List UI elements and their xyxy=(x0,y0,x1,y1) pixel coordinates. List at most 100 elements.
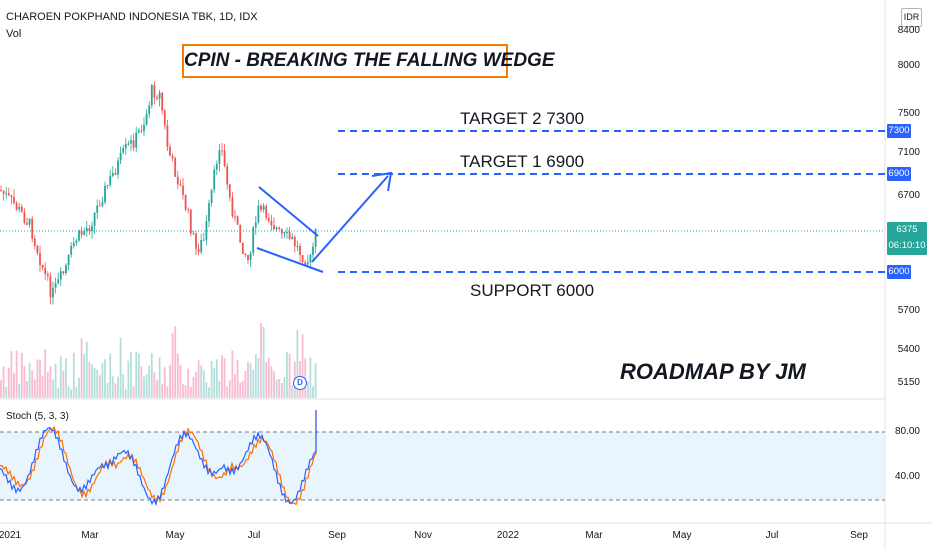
volume-bar xyxy=(145,374,148,398)
target1-label[interactable]: TARGET 1 6900 xyxy=(460,152,585,171)
candle-body xyxy=(122,148,125,153)
volume-bar xyxy=(119,337,122,398)
candle-body xyxy=(80,230,83,235)
volume-bar xyxy=(278,378,281,398)
candle-body xyxy=(174,158,177,177)
candlesticks xyxy=(0,81,317,305)
time-tick: Jul xyxy=(247,530,261,541)
candle-body xyxy=(189,209,192,234)
volume-bar xyxy=(291,385,294,398)
breakout-arrow-head xyxy=(371,171,393,192)
dividend-marker[interactable]: D xyxy=(293,376,307,390)
stoch-indicator-label[interactable]: Stoch (5, 3, 3) xyxy=(6,411,69,422)
volume-bar xyxy=(215,359,218,398)
volume-bar xyxy=(5,386,8,398)
price-tick: 5150 xyxy=(897,377,920,388)
volume-bar xyxy=(83,354,86,398)
candle-body xyxy=(91,225,93,232)
volume-bar xyxy=(114,383,117,398)
volume-bar xyxy=(88,361,91,398)
volume-bar xyxy=(39,360,41,398)
candle-body xyxy=(179,184,182,186)
volume-bar xyxy=(192,376,195,398)
candle-body xyxy=(109,175,112,186)
volume-bar xyxy=(296,329,299,398)
candle-body xyxy=(226,165,229,185)
volume-bar xyxy=(182,384,184,398)
support-label[interactable]: SUPPORT 6000 xyxy=(470,281,595,300)
last-price-value: 6375 xyxy=(896,224,918,235)
candle-body xyxy=(176,176,179,185)
chart-title-annotation[interactable]: CPIN - BREAKING THE FALLING WEDGE xyxy=(182,44,555,78)
candle-body xyxy=(158,92,161,99)
volume-bar xyxy=(52,379,54,398)
breakout-arrow-line xyxy=(311,175,389,263)
volume-bar xyxy=(111,376,114,398)
candle-body xyxy=(182,185,184,195)
candle-body xyxy=(309,254,312,263)
candle-body xyxy=(148,105,151,114)
volume-bar xyxy=(65,358,67,398)
candle-body xyxy=(130,140,132,144)
candle-body xyxy=(153,85,156,98)
volume-bar xyxy=(312,386,314,398)
volume-bar xyxy=(260,323,262,398)
target2-price-tag: 7300 xyxy=(887,124,911,138)
candle-body xyxy=(291,236,294,240)
volume-bar xyxy=(254,354,257,398)
currency-badge[interactable]: IDR xyxy=(901,8,922,27)
candle-body xyxy=(184,194,187,210)
time-tick: Mar xyxy=(585,530,603,541)
candle-body xyxy=(223,150,226,166)
volume-bar xyxy=(7,367,10,398)
candle-body xyxy=(85,228,88,232)
volume-bar xyxy=(153,372,156,398)
price-tick: 7500 xyxy=(897,108,920,119)
target2-label[interactable]: TARGET 2 7300 xyxy=(460,109,585,128)
candle-body xyxy=(299,246,301,256)
volume-bar xyxy=(187,368,190,398)
candle-body xyxy=(88,228,91,232)
roadmap-label[interactable]: ROADMAP BY JM xyxy=(620,359,806,384)
candle-body xyxy=(166,125,169,148)
volume-bar xyxy=(213,368,216,398)
candle-body xyxy=(205,221,208,240)
volume-bar xyxy=(306,381,309,398)
volume-bar xyxy=(236,360,239,398)
target1-price-tag: 6900 xyxy=(887,167,911,181)
time-tick: Nov xyxy=(414,530,432,541)
candle-body xyxy=(54,283,57,288)
volume-bar xyxy=(62,370,65,398)
volume-bar xyxy=(67,386,70,398)
volume-bar xyxy=(150,353,153,398)
candle-body xyxy=(283,232,286,234)
candle-body xyxy=(260,205,262,210)
candle-body xyxy=(2,190,5,194)
volume-bar xyxy=(226,386,229,398)
candle-body xyxy=(234,216,236,218)
volume-bar xyxy=(18,383,21,398)
volume-bar xyxy=(23,365,26,398)
volume-bar xyxy=(44,349,47,398)
price-tick: 8400 xyxy=(897,25,920,36)
bar-countdown: 06:10:10 xyxy=(888,240,926,251)
candle-body xyxy=(119,152,122,161)
candle-body xyxy=(197,248,200,253)
volume-bar xyxy=(33,379,36,398)
volume-bar xyxy=(273,371,275,398)
symbol-title[interactable]: CHAROEN POKPHAND INDONESIA TBK, 1D, IDX xyxy=(6,11,258,23)
stoch-lower-tick: 40.00 xyxy=(894,471,920,482)
volume-bar xyxy=(228,380,231,398)
volume-bar xyxy=(241,380,244,398)
volume-bar xyxy=(28,362,31,398)
volume-bar xyxy=(309,357,312,398)
last-price-tag: 6375 06:10:10 xyxy=(887,222,927,255)
candle-body xyxy=(93,212,96,226)
stoch-upper-tick: 80.00 xyxy=(894,426,920,437)
volume-bar xyxy=(286,351,288,398)
candle-body xyxy=(127,143,130,145)
stoch-band-fill xyxy=(0,432,885,500)
candle-body xyxy=(72,242,75,246)
